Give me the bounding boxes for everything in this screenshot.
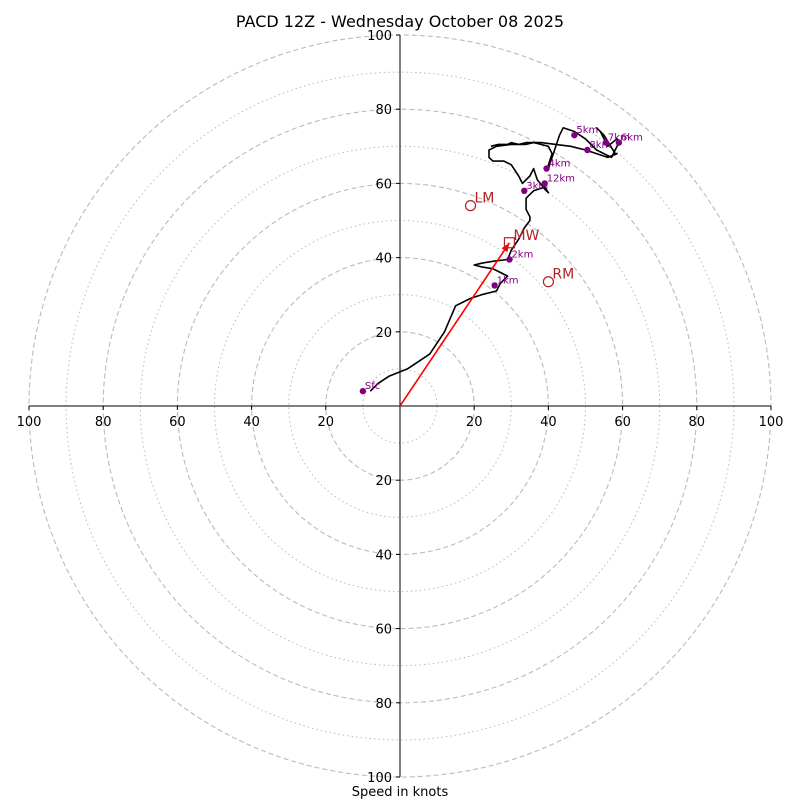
y-tick-label: 20 (375, 326, 392, 341)
x-tick-label: 60 (614, 415, 631, 430)
mean-wind-arrow (399, 242, 511, 407)
height-point-label-12km: 12km (547, 173, 575, 184)
height-point-8km (584, 146, 591, 154)
y-tick-label: 60 (375, 623, 392, 638)
x-tick-label: 60 (169, 415, 186, 430)
storm-motion-mw-label: MW (513, 228, 539, 244)
mean-wind-arrow-layer (399, 242, 511, 407)
x-axis-label: Speed in knots (352, 785, 449, 800)
tick-labels: 100 80 60 40 20 20 40 60 80 100 100 80 60 40 20 20 40 60 8… (17, 29, 784, 786)
x-tick-label: 100 (17, 415, 42, 430)
storm-motion-rm-label: RM (552, 267, 574, 283)
y-tick-label: 80 (375, 103, 392, 118)
x-tick-label: 80 (689, 415, 706, 430)
height-point-label-4km: 4km (549, 159, 571, 170)
y-tick-label: 100 (367, 771, 392, 786)
height-point-3km (521, 187, 528, 195)
storm-motion-lm-label: LM (474, 191, 494, 207)
y-tick-label: 60 (375, 177, 392, 192)
x-tick-label: 20 (318, 415, 335, 430)
x-tick-label: 100 (759, 415, 784, 430)
height-point-7km (602, 139, 610, 146)
x-tick-label: 20 (466, 415, 483, 430)
height-point-label-2km: 2km (511, 249, 533, 260)
y-tick-label: 100 (367, 29, 392, 44)
x-tick-label: 80 (95, 415, 112, 430)
chart-title: PACD 12Z - Wednesday October 08 2025 (236, 12, 564, 31)
height-point-label-7km: 7km (608, 133, 630, 144)
height-point-4km (543, 165, 550, 172)
height-point-label-3km: 3km (526, 181, 548, 192)
hodograph-trace (369, 127, 620, 392)
height-point-1km (491, 282, 498, 289)
height-point-5km (571, 131, 578, 139)
x-tick-label: 40 (243, 415, 260, 430)
height-point-sfc (359, 387, 367, 395)
y-tick-label: 20 (375, 474, 392, 489)
height-point-12km (541, 180, 548, 187)
storm-motion-mw-marker (503, 237, 516, 249)
height-point-label-8km: 8km (589, 140, 611, 151)
height-point-2km (506, 256, 513, 263)
y-tick-label: 40 (375, 252, 392, 267)
height-point-6km (615, 139, 623, 146)
storm-motion-markers: LM RM MW (464, 191, 574, 288)
x-tick-label: 40 (540, 415, 557, 430)
storm-motion-lm-marker (464, 200, 477, 212)
hodograph-line (369, 127, 620, 392)
storm-motion-rm-marker (542, 276, 555, 288)
y-tick-label: 80 (375, 697, 392, 712)
height-point-label-6km: 6km (621, 133, 643, 144)
height-point-label-5km: 5km (576, 125, 598, 136)
height-point-label-1km: 1km (497, 275, 519, 286)
height-point-label-sfc: Sfc (365, 381, 380, 392)
y-tick-label: 40 (375, 548, 392, 563)
